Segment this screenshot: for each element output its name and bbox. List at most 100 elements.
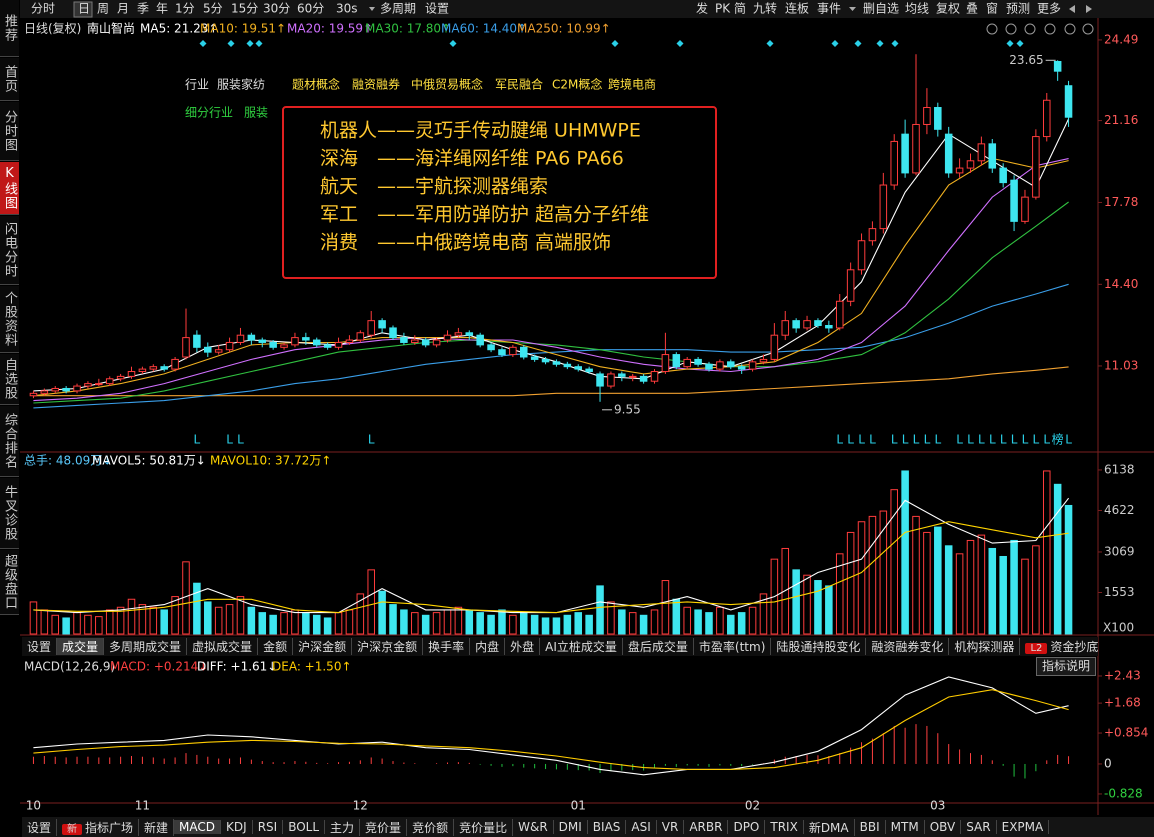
indicator-tab[interactable]: 外盘 bbox=[505, 638, 541, 655]
next-icon[interactable] bbox=[1086, 5, 1092, 13]
sidebar-tab[interactable]: 首页 bbox=[0, 58, 19, 101]
indicator-tab[interactable]: 市盈率(ttm) bbox=[694, 638, 772, 655]
toolbar-icon[interactable] bbox=[1024, 23, 1036, 35]
sidebar-tab[interactable]: K线图 bbox=[0, 162, 19, 215]
toolbar-item[interactable]: 15分 bbox=[231, 2, 258, 16]
toolbar-item[interactable]: 均线 bbox=[905, 2, 929, 16]
toolbar-item[interactable]: 年 bbox=[156, 2, 168, 16]
indicator-tab[interactable]: 沪深京金额 bbox=[352, 638, 424, 655]
indicator-item[interactable]: W&R bbox=[513, 820, 554, 834]
sidebar-tab[interactable]: 超级盘口 bbox=[0, 550, 19, 615]
indicator-item[interactable]: RSI bbox=[253, 820, 284, 834]
indicator-item[interactable]: MTM bbox=[886, 820, 925, 834]
indicator-tab[interactable]: 金额 bbox=[258, 638, 294, 655]
toolbar-item[interactable]: 30s bbox=[336, 2, 358, 16]
indicator-tab[interactable]: AI立桩成交量 bbox=[540, 638, 623, 655]
indicator-item[interactable]: BOLL bbox=[283, 820, 326, 834]
toolbar-icon[interactable] bbox=[1082, 23, 1094, 35]
indicator-tab[interactable]: 虚拟成交量 bbox=[187, 638, 259, 655]
indicator-help-button[interactable]: 指标说明 bbox=[1036, 657, 1096, 676]
candle-body bbox=[1010, 179, 1018, 222]
toolbar-item[interactable]: 多周期 bbox=[380, 2, 416, 16]
toolbar-item[interactable]: 1分 bbox=[175, 2, 195, 16]
indicator-item[interactable]: TRIX bbox=[765, 820, 804, 834]
indicator-tab[interactable]: 设置 bbox=[22, 638, 58, 655]
volume-bar bbox=[193, 582, 201, 635]
sidebar-tab[interactable]: 分时图 bbox=[0, 102, 19, 161]
toolbar-item[interactable]: 事件 bbox=[817, 2, 841, 16]
toolbar-item[interactable]: 九转 bbox=[753, 1, 777, 16]
indicator-item[interactable]: OBV bbox=[925, 820, 962, 834]
toolbar-item[interactable]: 周 bbox=[97, 2, 109, 16]
indicator-square[interactable]: 新指标广场 bbox=[57, 818, 140, 836]
indicator-tab[interactable]: 融资融券变化 bbox=[866, 638, 950, 655]
candle-body bbox=[977, 143, 986, 162]
sidebar-tab[interactable]: 综合排名 bbox=[0, 406, 19, 477]
toolbar-item[interactable]: 叠 bbox=[966, 2, 978, 16]
candle-body bbox=[966, 160, 975, 169]
toolbar-item[interactable]: 连板 bbox=[785, 1, 809, 16]
toolbar-item[interactable]: 更多 bbox=[1037, 2, 1061, 16]
toolbar-item[interactable]: 60分 bbox=[297, 2, 324, 16]
toolbar-item[interactable]: 发 bbox=[696, 1, 708, 16]
volume-bar bbox=[487, 614, 495, 635]
toolbar-item[interactable]: 设置 bbox=[425, 2, 449, 16]
toolbar-item[interactable]: 月 bbox=[117, 2, 129, 16]
toolbar-item[interactable]: 简 bbox=[734, 2, 746, 16]
indicator-item[interactable]: DPO bbox=[728, 820, 766, 834]
sidebar-tab[interactable]: 个股资料 bbox=[0, 286, 19, 353]
indicator-item[interactable]: SAR bbox=[961, 820, 997, 834]
volume-bar bbox=[607, 601, 615, 635]
indicator-tab[interactable]: 沪深金额 bbox=[293, 638, 353, 655]
prev-icon[interactable] bbox=[1069, 5, 1075, 13]
toolbar-item[interactable]: 季 bbox=[137, 2, 149, 16]
indicator-tab[interactable]: 陆股通持股变化 bbox=[771, 638, 867, 655]
indicator-item[interactable]: BIAS bbox=[588, 820, 627, 834]
indicator-tab[interactable]: 机构探测器 bbox=[949, 638, 1021, 655]
indicator-item[interactable]: 主力 bbox=[325, 818, 361, 836]
toolbar-item[interactable]: 预测 bbox=[1006, 2, 1030, 16]
candle-body bbox=[661, 354, 670, 373]
toolbar-item[interactable]: 日 bbox=[78, 2, 90, 16]
indicator-item[interactable]: VR bbox=[657, 820, 685, 834]
indicator-item[interactable]: ARBR bbox=[684, 820, 729, 834]
indicator-item[interactable]: EXPMA bbox=[997, 820, 1050, 834]
toolbar-icon[interactable] bbox=[986, 23, 998, 35]
indicator-tab[interactable]: 内盘 bbox=[470, 638, 506, 655]
indicator-item[interactable]: DMI bbox=[554, 820, 588, 834]
indicator-tab[interactable]: 成交量 bbox=[57, 638, 105, 655]
volume-bar bbox=[639, 614, 648, 635]
indicator-item[interactable]: 竞价额 bbox=[407, 818, 455, 836]
toolbar-icon[interactable] bbox=[1005, 23, 1017, 35]
indicator-item[interactable]: BBI bbox=[855, 820, 886, 834]
indicator-item[interactable]: 竞价量比 bbox=[454, 818, 514, 836]
indicator-tab[interactable]: 盘后成交量 bbox=[623, 638, 694, 655]
toolbar-item[interactable]: 30分 bbox=[263, 2, 290, 16]
toolbar-item[interactable]: 删自选 bbox=[863, 2, 899, 16]
toolbar-item[interactable]: 复权 bbox=[936, 2, 960, 16]
toolbar-icon[interactable] bbox=[1064, 23, 1076, 35]
indicator-item[interactable]: 新DMA bbox=[804, 818, 855, 836]
indicator-item[interactable]: ASI bbox=[626, 820, 657, 834]
toolbar-item[interactable]: 分时 bbox=[31, 2, 55, 16]
sidebar-tab[interactable]: 牛叉诊股 bbox=[0, 478, 19, 549]
toolbar-icon[interactable] bbox=[1044, 23, 1056, 35]
indicator-item[interactable]: MACD bbox=[174, 820, 222, 834]
signal-marker: L bbox=[956, 433, 963, 447]
sidebar-tab[interactable]: 闪电分时 bbox=[0, 216, 19, 285]
indicator-tab[interactable]: 换手率 bbox=[423, 638, 471, 655]
volume-bar bbox=[160, 609, 168, 635]
settings[interactable]: 设置 bbox=[22, 818, 58, 836]
sidebar-tab[interactable]: 推荐 bbox=[0, 0, 19, 57]
toolbar-item[interactable]: PK bbox=[715, 2, 731, 16]
toolbar-item[interactable]: 5分 bbox=[203, 2, 223, 16]
volume-bar bbox=[519, 612, 528, 635]
create[interactable]: 新建 bbox=[139, 818, 175, 836]
toolbar-item[interactable]: 窗 bbox=[986, 2, 998, 16]
indicator-tab[interactable]: 多周期成交量 bbox=[104, 638, 188, 655]
indicator-item[interactable]: KDJ bbox=[221, 820, 253, 834]
indicator-item[interactable]: 竞价量 bbox=[360, 818, 408, 836]
candle-body bbox=[770, 334, 779, 360]
indicator-tab[interactable]: L2 资金抄底 bbox=[1020, 638, 1098, 655]
sidebar-tab[interactable]: 自选股 bbox=[0, 354, 19, 405]
